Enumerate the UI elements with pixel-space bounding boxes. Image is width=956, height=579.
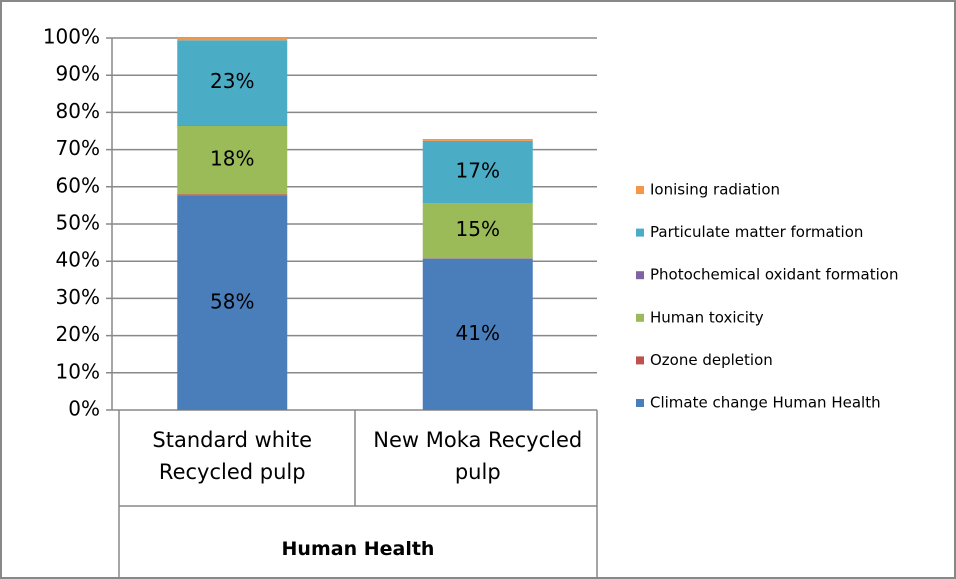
legend-swatch	[636, 356, 644, 365]
y-tick-label: 40%	[56, 248, 100, 272]
legend-label: Climate change Human Health	[650, 394, 881, 412]
y-tick-label: 30%	[56, 285, 100, 309]
bar-segment	[177, 125, 288, 126]
y-tick-label: 10%	[56, 359, 100, 383]
data-label: 18%	[210, 147, 254, 171]
bar-segment	[422, 140, 533, 203]
data-label: 17%	[456, 158, 500, 182]
bar-segment	[422, 138, 533, 141]
legend-swatch	[636, 399, 644, 407]
legend-label: Human toxicity	[650, 308, 764, 326]
bar-segment	[177, 194, 288, 196]
legend-label: Particulate matter formation	[650, 223, 863, 241]
bar-segment	[177, 40, 288, 126]
legend-swatch	[636, 271, 644, 280]
group-label: Human Health	[281, 538, 435, 560]
legend-label: Ionising radiation	[650, 181, 780, 199]
y-tick-label: 70%	[56, 136, 100, 160]
y-tick-label: 20%	[56, 322, 100, 346]
x-tick-label: Standard white Recycled pulp	[152, 428, 313, 484]
legend-swatch	[636, 186, 644, 194]
bar-segment	[177, 195, 288, 410]
data-label: 41%	[456, 321, 500, 345]
legend-swatch	[636, 228, 644, 237]
data-label: 15%	[456, 217, 500, 241]
legend-swatch	[636, 313, 644, 322]
x-tick-label: New Moka Recycled pulp	[373, 428, 583, 484]
bar-segment	[422, 203, 533, 259]
legend-label: Ozone depletion	[650, 351, 773, 369]
bar-segment	[422, 258, 533, 410]
y-tick-label: 60%	[56, 173, 100, 197]
bar-segment	[177, 125, 288, 195]
y-tick-label: 90%	[56, 62, 100, 86]
legend-label: Photochemical oxidant formation	[650, 266, 898, 284]
y-tick-label: 0%	[68, 397, 100, 421]
data-label: 58%	[210, 289, 254, 313]
bar-segment	[177, 38, 288, 41]
y-tick-label: 50%	[56, 211, 100, 235]
data-label: 23%	[210, 69, 254, 93]
y-tick-label: 100%	[43, 25, 100, 49]
y-tick-label: 80%	[56, 99, 100, 123]
